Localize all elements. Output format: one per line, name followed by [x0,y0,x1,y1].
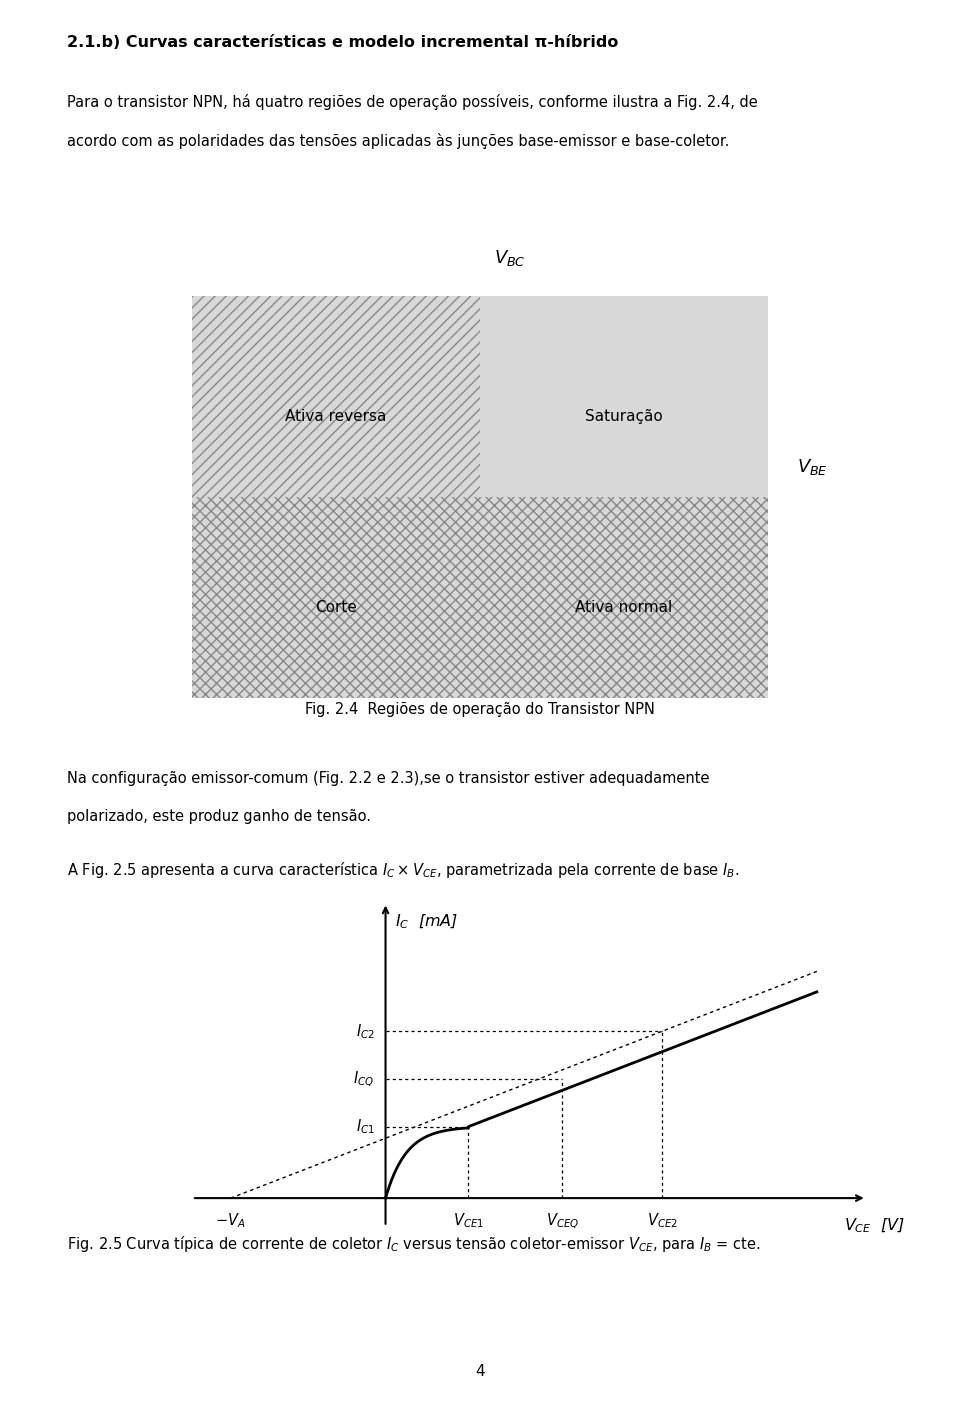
Text: $I_{C1}$: $I_{C1}$ [355,1117,374,1136]
Bar [480,296,768,496]
Text: $I_C$  [mA]: $I_C$ [mA] [396,912,459,931]
Text: 2.1.b) Curvas características e modelo incremental π-híbrido: 2.1.b) Curvas características e modelo i… [67,35,618,51]
Text: 4: 4 [475,1363,485,1379]
Text: A Fig. 2.5 apresenta a curva característica $I_C \times V_{CE}$, parametrizada p: A Fig. 2.5 apresenta a curva característ… [67,860,739,880]
Text: Ativa normal: Ativa normal [575,601,673,615]
Text: $V_{BC}$: $V_{BC}$ [494,248,526,268]
Text: Para o transistor NPN, há quatro regiões de operação possíveis, conforme ilustra: Para o transistor NPN, há quatro regiões… [67,94,758,110]
Text: $I_{C2}$: $I_{C2}$ [355,1022,374,1041]
Bar [192,496,480,698]
Text: polarizado, este produz ganho de tensão.: polarizado, este produz ganho de tensão. [67,809,372,825]
Text: $V_{CE}$  [V]: $V_{CE}$ [V] [845,1217,905,1235]
Text: Saturação: Saturação [586,409,662,424]
Text: $V_{CE1}$: $V_{CE1}$ [453,1211,484,1230]
Bar [480,496,768,698]
Text: $V_{BE}$: $V_{BE}$ [797,457,828,477]
Text: Fig. 2.4  Regiões de operação do Transistor NPN: Fig. 2.4 Regiões de operação do Transist… [305,702,655,718]
Text: $I_{CQ}$: $I_{CQ}$ [353,1069,374,1089]
Text: Ativa reversa: Ativa reversa [285,409,387,424]
Text: $- V_A$: $- V_A$ [215,1211,246,1230]
Text: $V_{CE2}$: $V_{CE2}$ [646,1211,678,1230]
Text: Corte: Corte [315,601,357,615]
Bar [192,296,480,496]
Text: $V_{CEQ}$: $V_{CEQ}$ [546,1211,579,1231]
Text: Na configuração emissor-comum (Fig. 2.2 e 2.3),se o transistor estiver adequadam: Na configuração emissor-comum (Fig. 2.2 … [67,771,709,787]
Text: acordo com as polaridades das tensões aplicadas às junções base-emissor e base-c: acordo com as polaridades das tensões ap… [67,133,730,148]
Text: Fig. 2.5 Curva típica de corrente de coletor $I_C$ versus tensão coletor-emissor: Fig. 2.5 Curva típica de corrente de col… [67,1234,761,1253]
